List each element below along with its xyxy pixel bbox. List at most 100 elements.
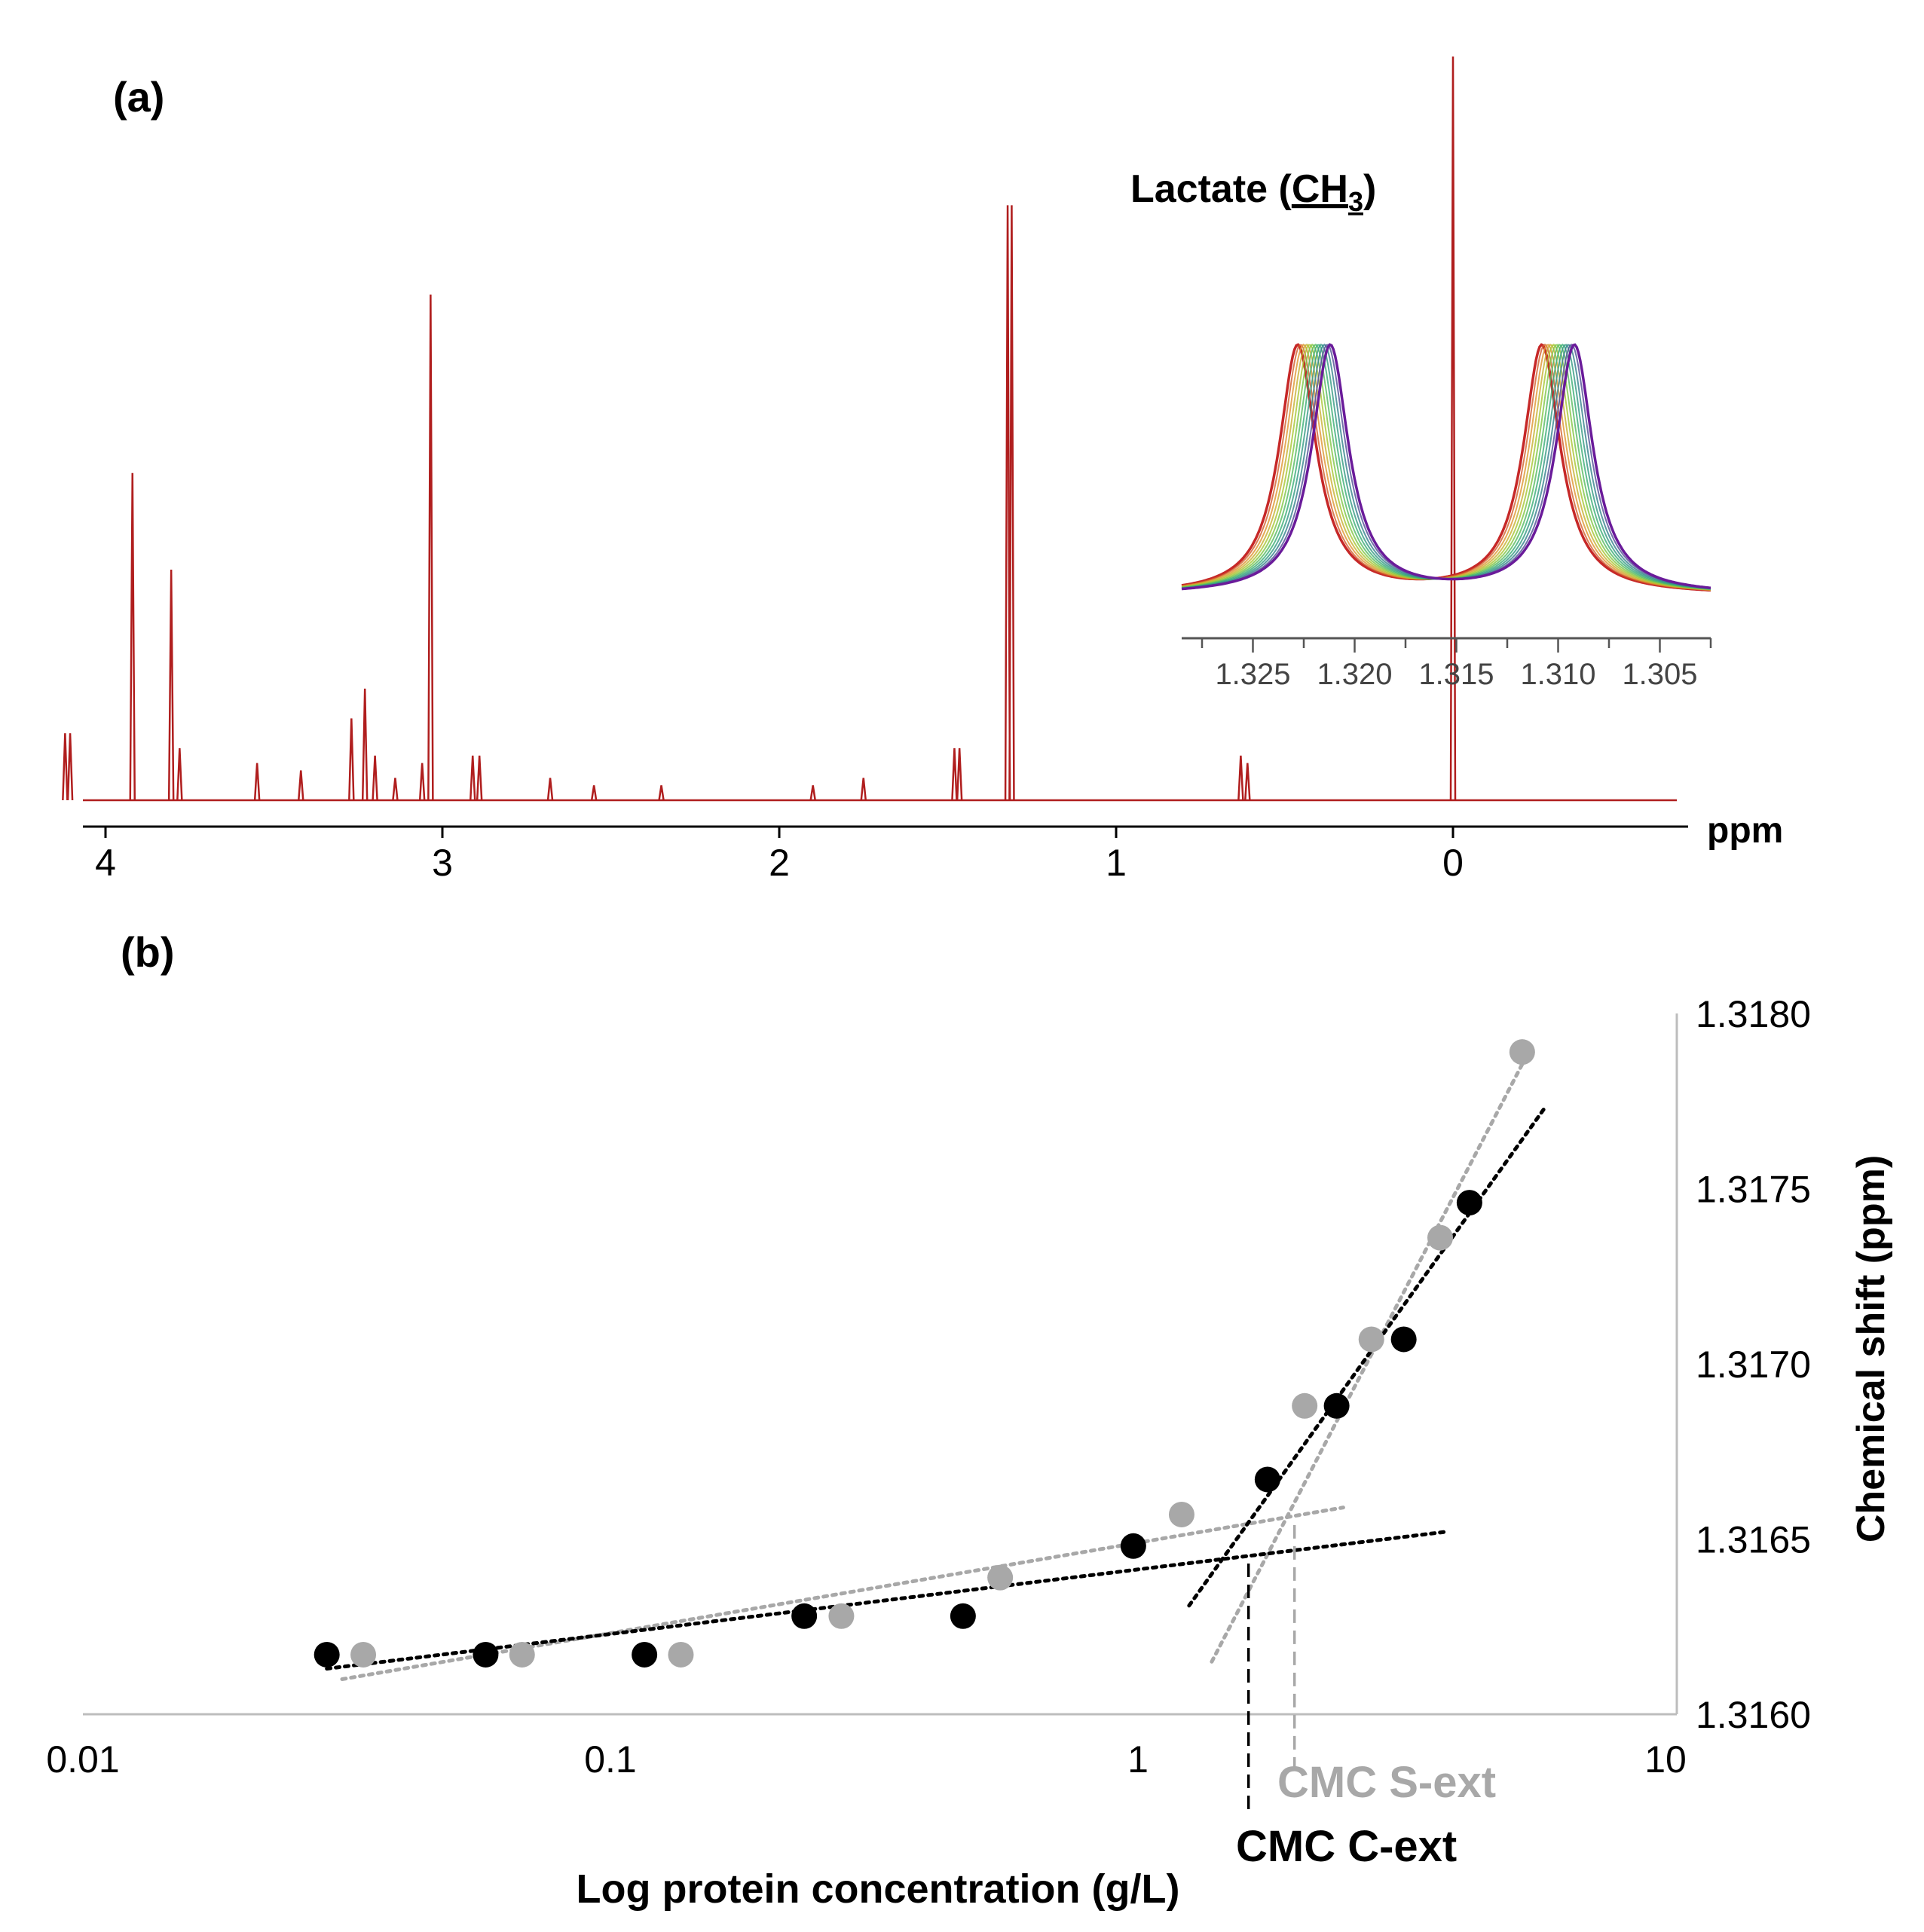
point-s-ext-9 bbox=[1509, 1039, 1535, 1065]
spectrum-x-axis: 4 3 2 1 0 ppm bbox=[83, 811, 1783, 884]
scatter-y-tick-label-0: 1.3160 bbox=[1696, 1694, 1811, 1736]
spectrum-peak-15 bbox=[546, 778, 554, 801]
inset-curve-8 bbox=[1181, 344, 1711, 590]
panel-b: (b) 0.01 0.1 1 10 1.31601.31651.31701.31751… bbox=[46, 928, 1893, 1912]
scatter-y-tick-label-1: 1.3165 bbox=[1696, 1519, 1811, 1561]
spectrum-peak-9 bbox=[372, 755, 378, 801]
panel-a-label: (a) bbox=[113, 73, 164, 121]
point-s-ext-4 bbox=[987, 1564, 1014, 1591]
spectrum-peak-1 bbox=[66, 733, 74, 801]
lactate-annotation-subscript: 3 bbox=[1348, 186, 1363, 217]
inset-curves bbox=[1181, 343, 1711, 592]
point-s-ext-3 bbox=[828, 1603, 855, 1629]
spectrum-peak-22 bbox=[1004, 205, 1011, 801]
spectrum-peak-25 bbox=[1244, 763, 1251, 801]
point-s-ext-1 bbox=[509, 1641, 535, 1668]
inset-curve-7 bbox=[1181, 343, 1711, 590]
spectrum-peak-24 bbox=[1237, 755, 1244, 801]
spectrum-peak-7 bbox=[348, 718, 355, 801]
inset-x-tick-label-1: 1.320 bbox=[1317, 658, 1392, 691]
scatter-x-tick-label-3: 10 bbox=[1644, 1738, 1687, 1781]
trend-c-ext-trend-low bbox=[325, 1530, 1446, 1671]
inset-curve-6 bbox=[1181, 344, 1711, 590]
spectrum-x-tick-label-3: 1 bbox=[1106, 842, 1127, 884]
point-s-ext-8 bbox=[1427, 1224, 1454, 1251]
scatter-x-tick-label-0: 0.01 bbox=[46, 1738, 119, 1781]
spectrum-x-tick-label-0: 4 bbox=[95, 842, 116, 884]
point-c-ext-8 bbox=[1390, 1326, 1417, 1353]
point-c-ext-6 bbox=[1254, 1466, 1280, 1493]
point-c-ext-1 bbox=[473, 1641, 499, 1668]
point-c-ext-3 bbox=[791, 1603, 818, 1629]
spectrum-x-tick-label-1: 3 bbox=[432, 842, 453, 884]
inset-curve-10 bbox=[1181, 343, 1711, 590]
spectrum-peak-10 bbox=[392, 778, 399, 801]
panel-b-label: (b) bbox=[121, 928, 175, 976]
spectrum-peak-11 bbox=[418, 763, 426, 801]
spectrum-x-axis-label: ppm bbox=[1707, 811, 1783, 851]
spectrum-x-tick-label-2: 2 bbox=[769, 842, 790, 884]
point-s-ext-7 bbox=[1358, 1326, 1384, 1353]
point-s-ext-2 bbox=[668, 1641, 694, 1668]
scatter-x-axis-label: Log protein concentration (g/L) bbox=[577, 1866, 1180, 1912]
trend-c-ext-trend-high bbox=[1187, 1106, 1547, 1608]
inset-curve-5 bbox=[1181, 344, 1711, 591]
spectrum-peak-23 bbox=[1008, 205, 1015, 801]
point-c-ext-0 bbox=[314, 1641, 340, 1668]
inset-x-tick-label-0: 1.325 bbox=[1215, 658, 1290, 691]
spectrum-peak-26 bbox=[1449, 56, 1457, 801]
spectrum-peak-16 bbox=[590, 785, 598, 801]
inset-x-tick-label-3: 1.310 bbox=[1520, 658, 1595, 691]
lactate-inset: 1.325 1.320 1.315 1.310 1.305 bbox=[1181, 343, 1712, 691]
cmc-s-ext-label: CMC S-ext bbox=[1277, 1758, 1496, 1807]
scatter-x-ticks: 0.01 0.1 1 10 bbox=[46, 1738, 1686, 1781]
spectrum-peak-20 bbox=[951, 747, 958, 801]
spectrum-peak-3 bbox=[167, 570, 175, 801]
nmr-spectrum bbox=[62, 56, 1677, 802]
scatter-y-tick-label-3: 1.3175 bbox=[1696, 1169, 1811, 1211]
spectrum-peak-4 bbox=[176, 747, 183, 801]
spectrum-peak-21 bbox=[956, 747, 963, 801]
trend-s-ext-trend-high bbox=[1210, 1050, 1531, 1664]
point-c-ext-4 bbox=[950, 1603, 976, 1629]
scatter-y-tick-label-4: 1.3180 bbox=[1696, 993, 1811, 1035]
spectrum-peak-18 bbox=[809, 785, 816, 801]
point-s-ext-0 bbox=[350, 1641, 377, 1668]
inset-x-ticks: 1.325 1.320 1.315 1.310 1.305 bbox=[1201, 638, 1712, 691]
spectrum-peak-2 bbox=[129, 472, 136, 801]
point-c-ext-7 bbox=[1323, 1392, 1350, 1419]
point-c-ext-2 bbox=[632, 1641, 658, 1668]
spectrum-peak-19 bbox=[860, 778, 867, 801]
spectrum-peak-13 bbox=[469, 755, 476, 801]
trend-lines bbox=[325, 1050, 1547, 1681]
inset-curve-9 bbox=[1181, 344, 1711, 589]
spectrum-x-ticks: 4 3 2 1 0 bbox=[95, 827, 1464, 884]
spectrum-peak-5 bbox=[253, 763, 261, 801]
inset-curve-4 bbox=[1181, 343, 1711, 591]
point-s-ext-5 bbox=[1168, 1501, 1194, 1527]
data-points bbox=[314, 1039, 1535, 1668]
trend-s-ext-trend-low bbox=[340, 1506, 1345, 1681]
lactate-annotation: Lactate (CH3) bbox=[1130, 167, 1376, 217]
spectrum-peak-8 bbox=[361, 688, 369, 801]
lactate-annotation-suffix: ) bbox=[1363, 167, 1376, 211]
spectrum-peak-0 bbox=[62, 733, 69, 801]
inset-x-tick-label-4: 1.305 bbox=[1622, 658, 1697, 691]
spectrum-peak-14 bbox=[476, 755, 483, 801]
inset-x-tick-label-2: 1.315 bbox=[1418, 658, 1494, 691]
scatter-x-tick-label-2: 1 bbox=[1127, 1738, 1149, 1781]
scatter-y-axis-label: Chemical shift (ppm) bbox=[1849, 1155, 1893, 1542]
point-c-ext-5 bbox=[1120, 1533, 1146, 1559]
cmc-c-ext-label: CMC C-ext bbox=[1236, 1822, 1457, 1871]
scatter-y-ticks: 1.3160 1.3165 1.3170 1.3175 1.3180 bbox=[1696, 993, 1811, 1736]
spectrum-peak-17 bbox=[658, 785, 665, 801]
point-c-ext-9 bbox=[1456, 1190, 1482, 1216]
spectrum-peak-6 bbox=[298, 770, 304, 801]
lactate-annotation-group: CH bbox=[1292, 167, 1348, 211]
point-s-ext-6 bbox=[1292, 1392, 1318, 1419]
scatter-x-tick-label-1: 0.1 bbox=[584, 1738, 637, 1781]
lactate-annotation-prefix: Lactate ( bbox=[1130, 167, 1292, 211]
spectrum-x-tick-label-4: 0 bbox=[1442, 842, 1464, 884]
